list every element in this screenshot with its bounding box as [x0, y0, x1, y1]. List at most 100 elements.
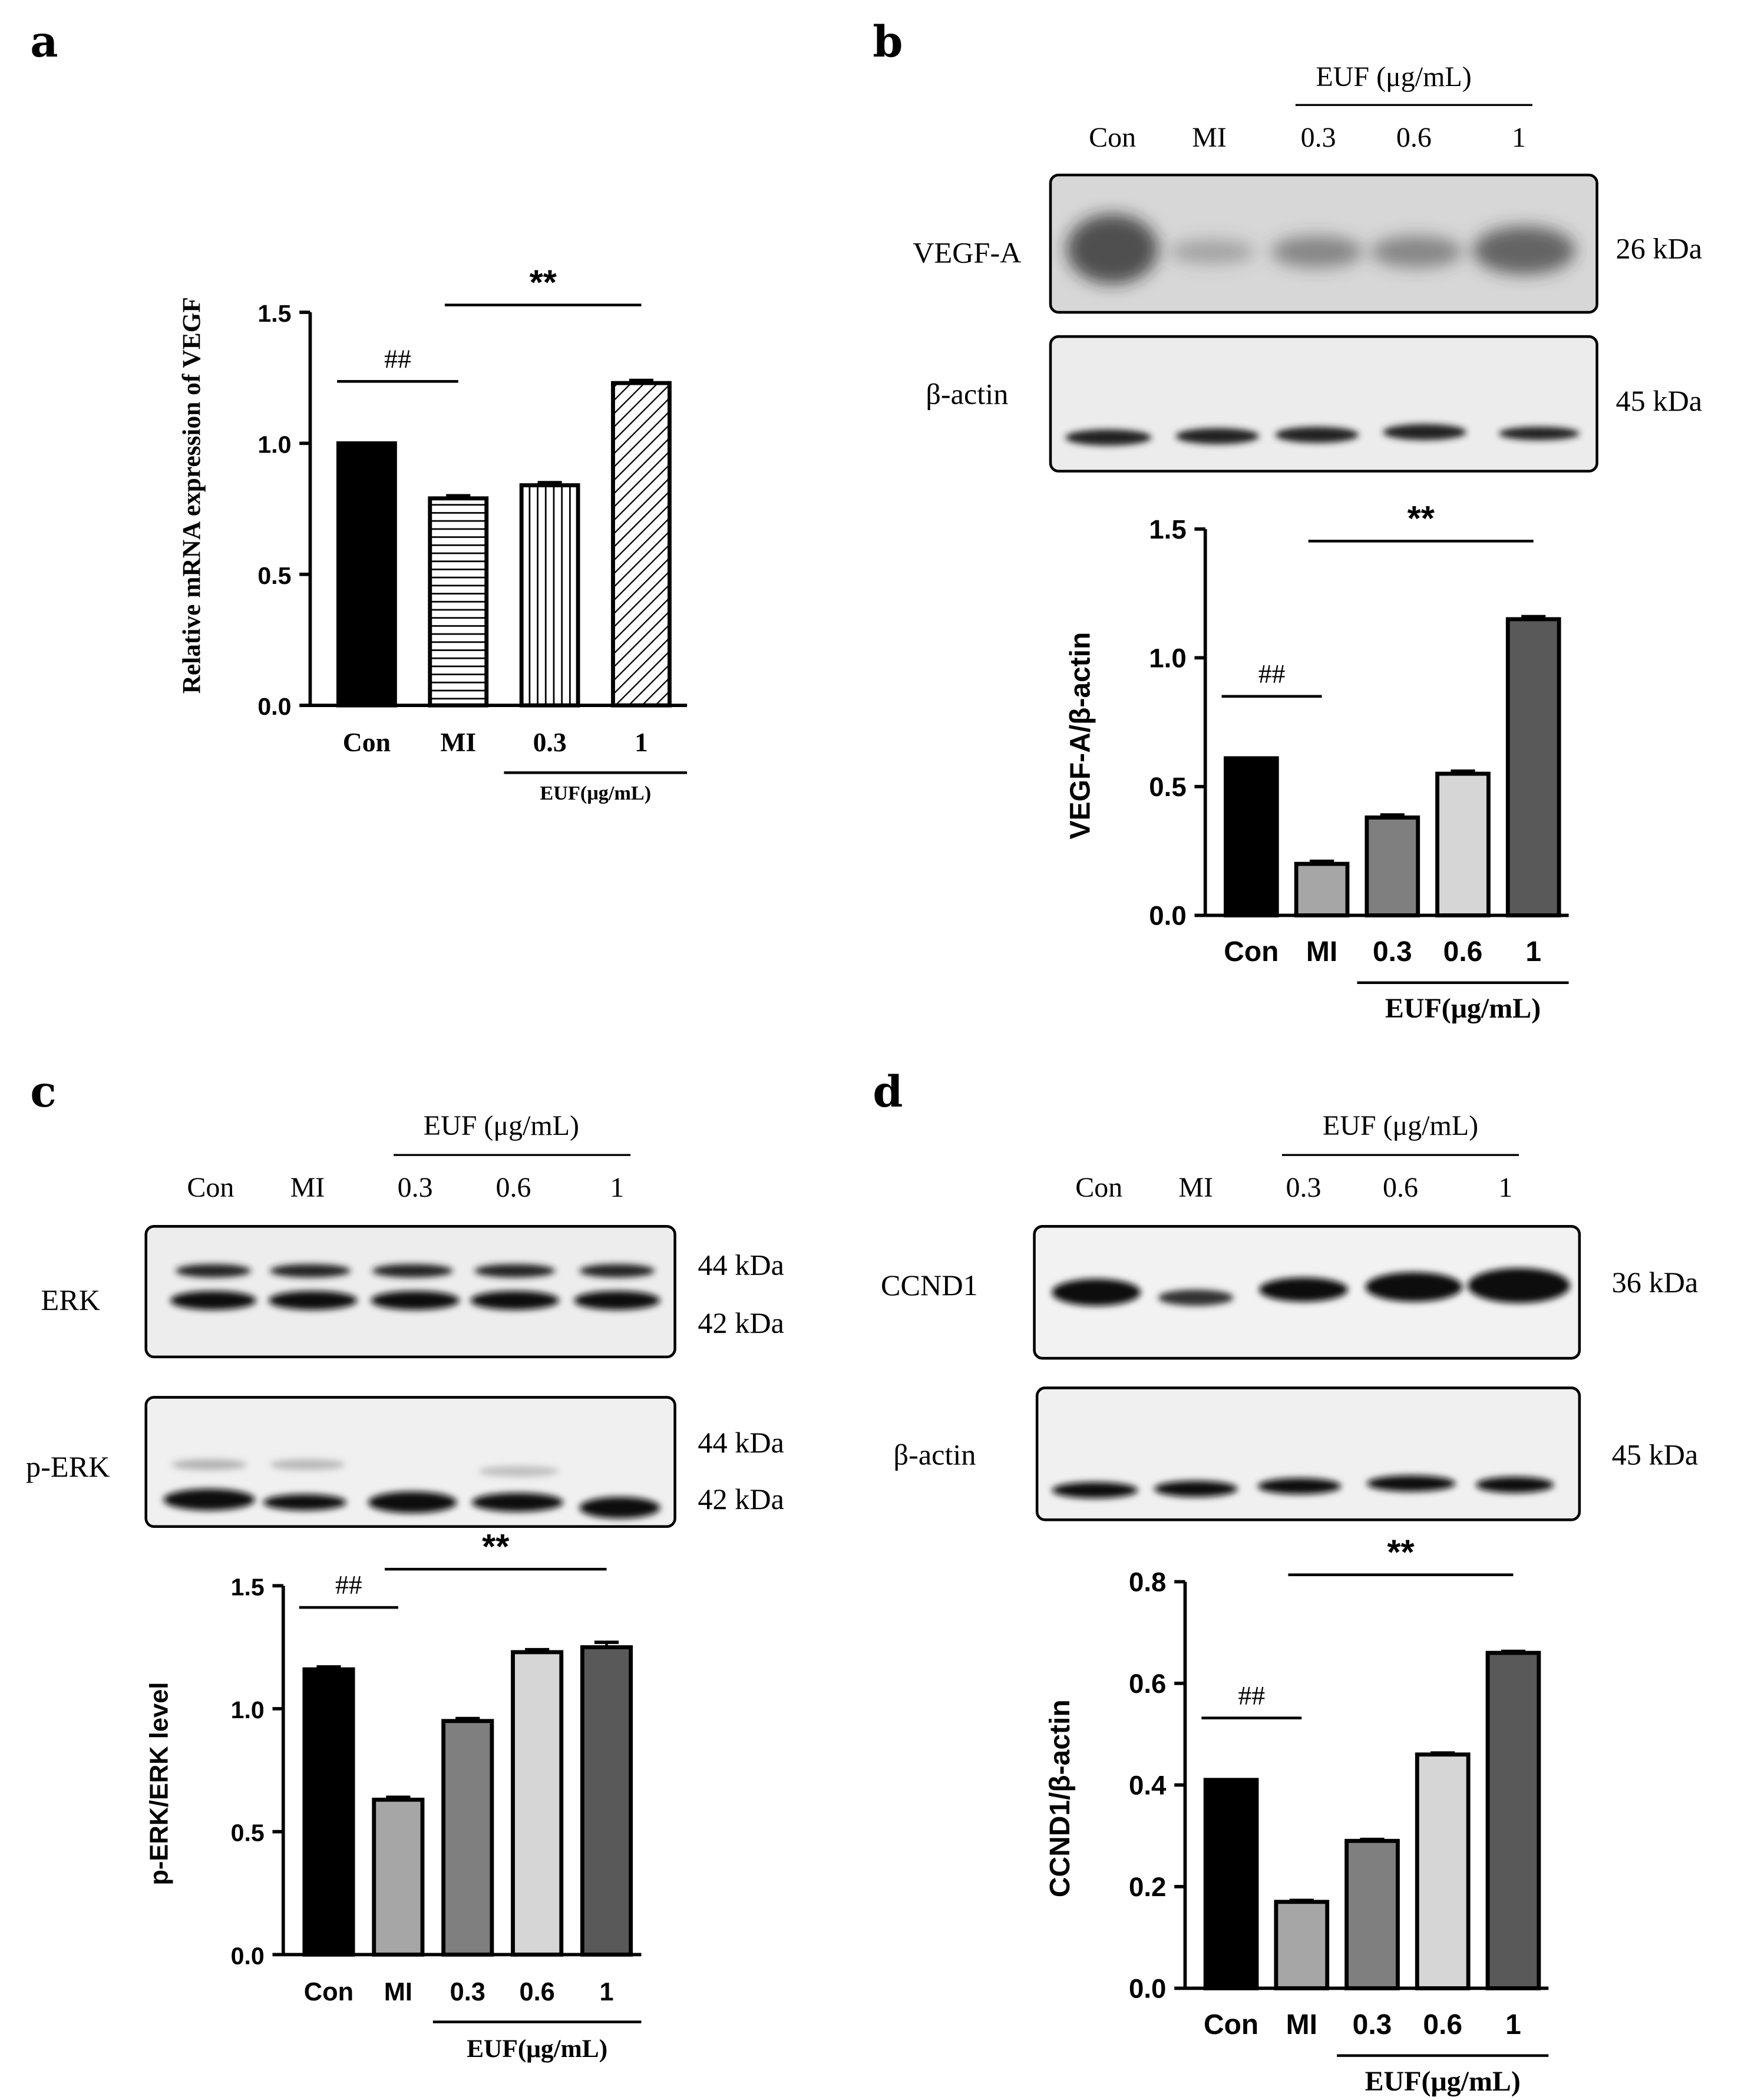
x-tick-label: Con	[1224, 936, 1278, 968]
significance-marker: **	[482, 1527, 510, 1566]
x-tick-label: Con	[343, 727, 391, 757]
western-blot-d: EUF (μg/mL) Con MI 0.3 0.6 1 CCND1 β-act…	[881, 1110, 1699, 1521]
y-tick-label: 0.4	[1129, 1770, 1167, 1800]
y-tick-label: 0.0	[1149, 901, 1187, 931]
blot-lane-label: Con	[187, 1172, 234, 1203]
blot-lane-label: MI	[1192, 122, 1227, 153]
blot-bands	[1052, 1268, 1570, 1498]
x-group-label: EUF(μg/mL)	[540, 782, 651, 804]
panel-label-b: b	[873, 16, 903, 67]
x-group-label: EUF(μg/mL)	[467, 2035, 607, 2063]
western-blot-b: EUF (μg/mL) Con MI 0.3 0.6 1 VEGF-A β-ac…	[913, 61, 1703, 473]
significance-marker: **	[1387, 1532, 1415, 1571]
y-tick-label: 1.5	[257, 300, 291, 327]
y-tick-label: 0.5	[231, 1820, 265, 1847]
y-tick-label: 1.0	[1149, 643, 1187, 673]
blot-row-label: p-ERK	[26, 1450, 110, 1483]
blot-membrane	[1049, 335, 1598, 473]
y-tick-label: 1.0	[231, 1696, 265, 1723]
x-tick-label: 0.3	[450, 1978, 485, 2006]
bar	[302, 1667, 355, 1957]
y-tick-label: 1.5	[231, 1573, 265, 1600]
blot-membrane	[144, 1396, 676, 1528]
y-tick-label: 0.5	[257, 562, 291, 589]
blot-lane-label: MI	[1178, 1172, 1213, 1203]
y-tick-label: 0.2	[1129, 1872, 1167, 1902]
y-tick-label: 1.5	[1149, 514, 1187, 544]
significance-marker: **	[530, 262, 557, 302]
bar	[1344, 1838, 1400, 1990]
x-group-label: EUF(μg/mL)	[1365, 2066, 1521, 2097]
blot-bands	[1065, 424, 1580, 446]
bar	[580, 1645, 633, 1957]
bar	[1415, 1752, 1471, 1990]
blot-lane-label: Con	[1075, 1172, 1122, 1203]
x-tick-label: Con	[304, 1978, 353, 2006]
blot-group-label: EUF (μg/mL)	[1316, 61, 1471, 93]
blot-lane-label: MI	[290, 1172, 325, 1203]
y-axis-label: Relative mRNA expression of VEGF	[177, 297, 206, 694]
bar	[511, 1650, 564, 1957]
blot-kda-label: 45 kDa	[1616, 384, 1703, 417]
blot-kda-label: 44 kDa	[698, 1249, 784, 1282]
blot-lane-label: 0.3	[1286, 1172, 1321, 1203]
bar	[372, 1797, 425, 1957]
blot-lane-label: 1	[610, 1172, 624, 1203]
blot-bands	[1066, 214, 1575, 285]
blot-membrane	[1035, 1386, 1581, 1521]
bar	[1435, 771, 1491, 917]
blot-kda-label: 42 kDa	[698, 1482, 784, 1515]
x-tick-label: 0.3	[533, 727, 567, 757]
x-tick-label: 0.3	[1373, 936, 1412, 968]
x-tick-label: 1	[1505, 2009, 1521, 2040]
x-tick-label: MI	[440, 727, 476, 757]
blot-group-label: EUF (μg/mL)	[1323, 1110, 1478, 1141]
x-tick-label: 1	[1525, 936, 1541, 968]
blot-kda-label: 44 kDa	[698, 1426, 784, 1459]
blot-lane-label: 0.6	[1383, 1172, 1418, 1203]
x-tick-label: Con	[1204, 2009, 1258, 2040]
blot-kda-label: 45 kDa	[1612, 1438, 1699, 1471]
bar-chart-vegf-mrna: 0.0 0.5 1.0 1.5 Con MI 0.3 1 EUF(μg/mL) Relative …	[177, 262, 688, 804]
bar	[519, 483, 580, 708]
bar-chart-ccnd1-actin: 0.0 0.2 0.4 0.6 0.8 Con MI 0.3 0.6 1 EUF(μg/mL) CCN…	[1045, 1532, 1549, 2097]
bar	[1505, 617, 1561, 917]
significance-marker: ##	[1258, 659, 1286, 689]
blot-row-label: VEGF-A	[913, 236, 1021, 269]
x-tick-label: 0.6	[1423, 2009, 1462, 2040]
blot-group-label: EUF (μg/mL)	[424, 1110, 579, 1141]
panel-label-a: a	[30, 16, 58, 67]
x-tick-label: 0.3	[1353, 2009, 1392, 2040]
significance-marker: ##	[384, 344, 411, 374]
panel-label-d: d	[873, 1066, 903, 1117]
blot-row-label: ERK	[41, 1283, 101, 1316]
bar	[428, 496, 489, 708]
blot-lane-label: Con	[1089, 122, 1136, 153]
bar	[1294, 861, 1350, 917]
x-tick-label: 0.6	[1443, 936, 1483, 968]
blot-lane-label: 1	[1512, 122, 1526, 153]
blot-lane-label: 0.3	[1301, 122, 1336, 153]
bar	[441, 1719, 494, 1957]
blot-lane-label: 1	[1498, 1172, 1512, 1203]
blot-kda-label: 36 kDa	[1612, 1266, 1699, 1299]
bar-chart-vegfa-actin: 0.0 0.5 1.0 1.5 Con MI 0.3 0.6 1 EUF(μg/mL) VEGF-A…	[1065, 498, 1569, 1024]
x-tick-label: 0.6	[519, 1978, 554, 2006]
blot-kda-label: 26 kDa	[1616, 232, 1703, 265]
y-tick-label: 1.0	[257, 431, 291, 458]
y-tick-label: 0.0	[1129, 1973, 1167, 2003]
western-blot-c: EUF (μg/mL) Con MI 0.3 0.6 1	[26, 1110, 784, 1528]
x-tick-label: MI	[1286, 2009, 1317, 2040]
bar-chart-perk-erk: 0.0 0.5 1.0 1.5 Con MI 0.3 0.6 1 EUF(μg/mL) p-ERK/…	[145, 1527, 642, 2063]
panel-label-c: c	[30, 1066, 57, 1117]
x-group-label: EUF(μg/mL)	[1385, 993, 1541, 1024]
significance-marker: ##	[1238, 1680, 1265, 1711]
significance-marker: ##	[335, 1570, 362, 1600]
y-axis-label: p-ERK/ERK level	[145, 1682, 173, 1886]
blot-lane-label: 0.3	[398, 1172, 433, 1203]
blot-row-label: CCND1	[881, 1269, 978, 1302]
bar	[1224, 756, 1279, 917]
y-tick-label: 0.0	[231, 1942, 265, 1969]
blot-row-label: β-actin	[894, 1438, 976, 1471]
y-tick-label: 0.8	[1129, 1567, 1167, 1597]
